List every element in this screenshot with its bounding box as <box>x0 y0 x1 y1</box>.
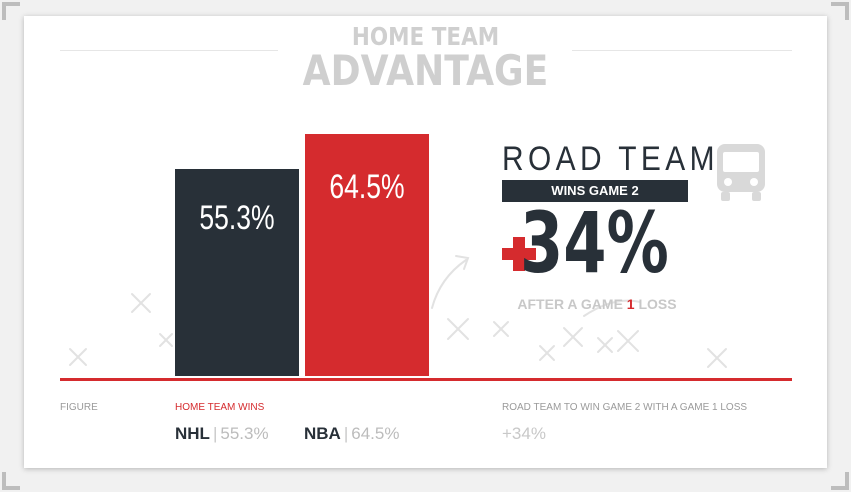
play-diagram-decoration <box>69 255 727 368</box>
road-team-title: ROAD TEAM <box>502 140 719 178</box>
nhl-footer-value: NHL | 55.3% <box>175 424 269 443</box>
bar-value-label: 64.5% <box>329 168 405 207</box>
road-team-footer-value: +34% <box>502 424 546 443</box>
plus-sign-icon <box>502 237 536 271</box>
chart-baseline <box>60 378 792 381</box>
title-line-1: HOME TEAM <box>351 22 500 51</box>
bar-value-label: 55.3% <box>199 198 275 237</box>
road-team-footer-label: ROAD TEAM TO WIN GAME 2 WITH A GAME 1 LO… <box>502 402 748 413</box>
road-team-percentage: 34% <box>520 194 669 292</box>
title-rule-right <box>572 50 792 51</box>
infographic-card: HOME TEAM ADVANTAGE 55.3% 64.5% ROAD TEAM <box>24 16 827 468</box>
frame-corner-top-right <box>831 2 849 20</box>
nba-footer-value: NBA | 64.5% <box>304 424 400 443</box>
frame-corner-bottom-left <box>2 472 20 490</box>
after-game-1-loss-caption: AFTER A GAME 1 LOSS <box>517 296 677 312</box>
bar-nhl: 55.3% <box>175 168 299 376</box>
figure-label: FIGURE <box>60 402 98 413</box>
wins-game-2-label: WINS GAME 2 <box>502 180 688 202</box>
bar-nba: 64.5% <box>305 134 429 376</box>
title-rule-left <box>60 50 278 51</box>
home-team-wins-label: HOME TEAM WINS <box>175 402 265 413</box>
title-line-2: ADVANTAGE <box>302 46 549 95</box>
frame-corner-top-left <box>2 2 20 20</box>
frame-corner-bottom-right <box>831 472 849 490</box>
bus-icon <box>717 144 765 201</box>
